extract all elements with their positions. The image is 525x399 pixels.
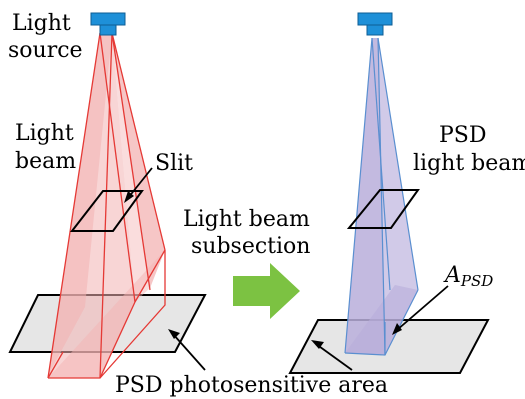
light-source-right-icon xyxy=(357,12,393,36)
light-source-label-1: Light xyxy=(12,11,71,36)
slit-label: Slit xyxy=(155,151,193,176)
psd-beam-label-1: PSD xyxy=(439,123,487,148)
light-source-left-icon xyxy=(90,12,126,36)
subsection-label-2: subsection xyxy=(191,234,310,259)
a-psd-pointer-arrow xyxy=(392,285,449,335)
psd-beam-label-2: light beam xyxy=(413,151,525,176)
psd-area-pointer-left xyxy=(168,329,206,371)
slit-pointer-arrow xyxy=(124,167,153,203)
psd-area-pointer-right xyxy=(311,340,353,371)
light-beam-label-2: beam xyxy=(15,149,76,174)
light-source-label-2: source xyxy=(8,38,83,63)
a-psd-label: APSD xyxy=(443,263,493,290)
green-process-arrow xyxy=(233,263,300,319)
psd-area-label: PSD photosensitive area xyxy=(115,373,388,398)
subsection-label-1: Light beam xyxy=(183,207,310,232)
light-beam-label-1: Light xyxy=(15,121,74,146)
slit-right xyxy=(346,189,420,229)
psd-light-beam-right xyxy=(344,37,419,356)
slit-left xyxy=(69,190,144,232)
